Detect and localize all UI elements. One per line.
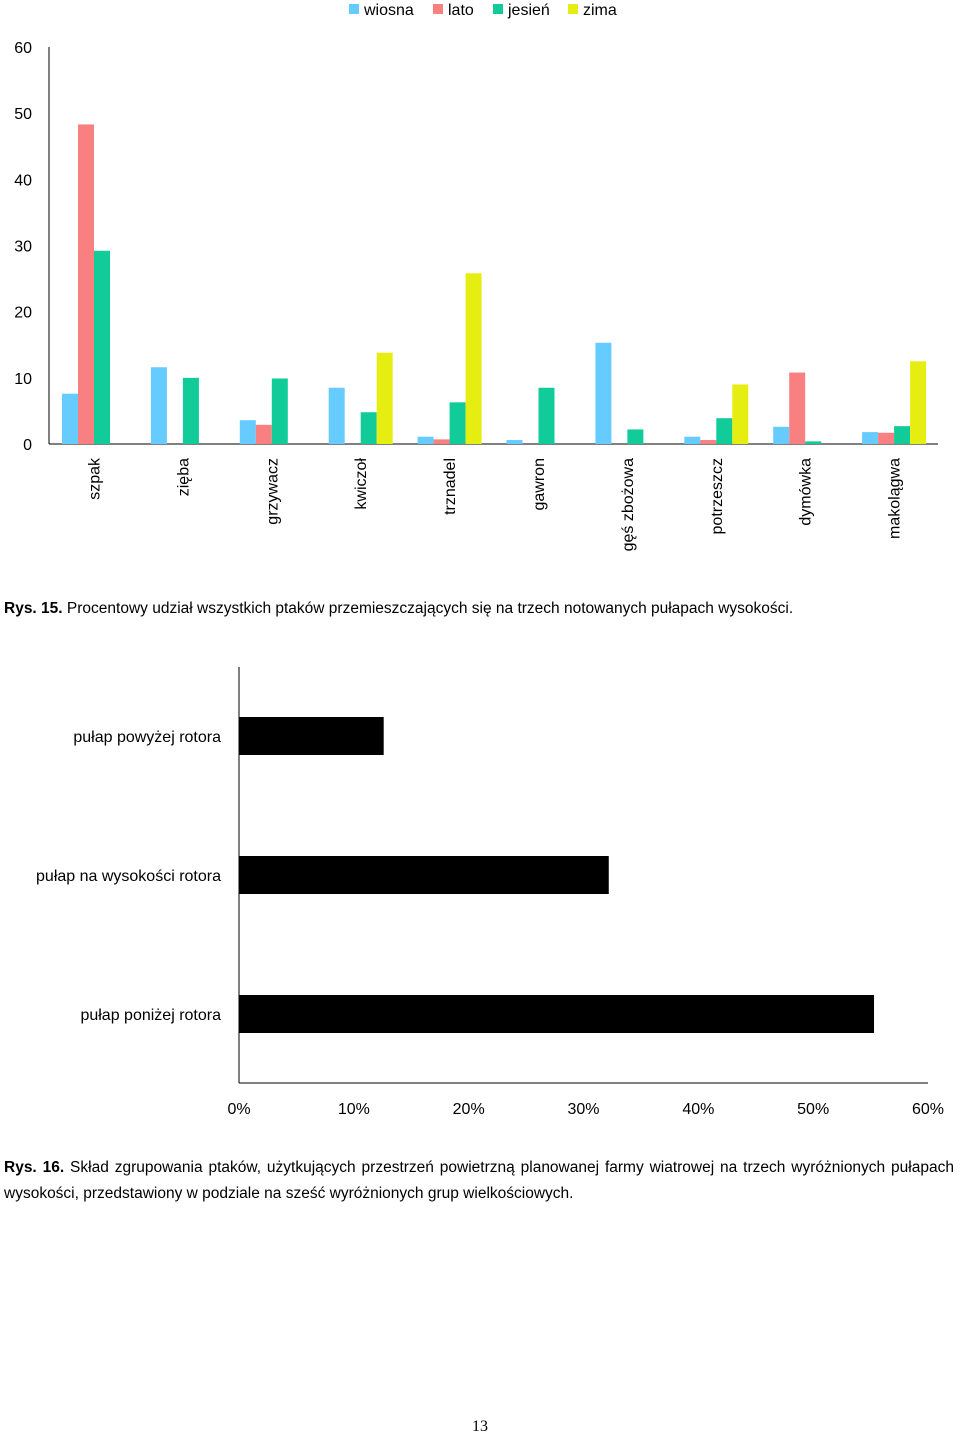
- legend-label-lato: lato: [448, 2, 474, 19]
- bar-zima: [910, 361, 927, 444]
- x-tick-label: 10%: [338, 1101, 370, 1118]
- y-tick-label: 10: [14, 371, 32, 388]
- bar-lato: [255, 424, 272, 444]
- bar-wiosna: [773, 426, 790, 444]
- x-category-label: zięba: [175, 458, 192, 496]
- bar-jesień: [449, 402, 466, 444]
- bar-jesień: [360, 412, 377, 444]
- bar-jesień: [627, 429, 644, 444]
- x-tick-label: 50%: [797, 1101, 829, 1118]
- category-label: pułap na wysokości rotora: [36, 868, 221, 885]
- bar-zima: [465, 273, 482, 444]
- x-tick-label: 20%: [453, 1101, 485, 1118]
- bar-jesień: [182, 377, 199, 444]
- bar-wiosna: [62, 393, 78, 444]
- figure-15-label: Rys. 15.: [4, 600, 63, 617]
- x-category-label: dymówka: [798, 458, 815, 526]
- bar-jesień: [271, 378, 288, 444]
- bar-jesień: [805, 441, 822, 444]
- bar-jesień: [894, 426, 911, 444]
- y-tick-label: 50: [14, 106, 32, 123]
- bar-altitude: [239, 856, 609, 894]
- figure-15-caption: Rys. 15. Procentowy udział wszystkich pt…: [4, 596, 954, 622]
- bar-lato: [78, 124, 94, 444]
- category-label: pułap powyżej rotora: [73, 729, 221, 746]
- legend-label-zima: zima: [583, 2, 617, 19]
- category-label: pułap poniżej rotora: [80, 1007, 221, 1024]
- altitude-share-bar-chart: pułap powyżej rotora pułap na wysokości r…: [36, 667, 944, 1118]
- x-tick-label: 0%: [227, 1101, 250, 1118]
- bar-wiosna: [595, 342, 612, 444]
- figure-16-text: Skład zgrupowania ptaków, użytkujących p…: [4, 1159, 954, 1202]
- x-category-label: grzywacz: [264, 458, 281, 525]
- bar-lato: [700, 440, 717, 444]
- x-category-label: szpak: [86, 457, 103, 500]
- y-tick-label: 20: [14, 305, 32, 322]
- bar-jesień: [538, 387, 555, 444]
- y-tick-label: 0: [23, 437, 32, 454]
- bar-wiosna: [684, 436, 701, 444]
- bar-zima: [732, 384, 749, 444]
- bar-jesień: [94, 250, 110, 444]
- x-category-label: gawron: [531, 458, 548, 510]
- figure-16-label: Rys. 16.: [4, 1159, 65, 1176]
- x-tick-label: 40%: [682, 1101, 714, 1118]
- bar-altitude: [239, 995, 875, 1033]
- figure-16-caption: Rys. 16. Skład zgrupowania ptaków, użytk…: [4, 1155, 954, 1207]
- legend-swatch-wiosna: [349, 4, 359, 14]
- bar-wiosna: [417, 436, 434, 444]
- x-category-label: potrzeszcz: [709, 458, 726, 534]
- bar-lato: [433, 439, 450, 444]
- page-number: 13: [472, 1418, 488, 1435]
- legend-label-jesień: jesień: [507, 2, 550, 19]
- bar-wiosna: [150, 367, 167, 444]
- bar-altitude: [239, 717, 384, 755]
- bar-wiosna: [862, 432, 879, 444]
- bar-wiosna: [239, 420, 256, 444]
- figure-15-text: Procentowy udział wszystkich ptaków prze…: [62, 600, 794, 617]
- bar-wiosna: [506, 440, 523, 444]
- y-tick-label: 30: [14, 239, 32, 256]
- y-tick-label: 40: [14, 172, 32, 189]
- legend-swatch-lato: [433, 4, 443, 14]
- x-category-label: gęś zbożowa: [620, 458, 637, 551]
- species-season-bar-chart: wiosna lato jesień zima 0 10 20 30 40 50 60 szpak zi…: [14, 2, 938, 551]
- legend-swatch-zima: [568, 4, 578, 14]
- x-category-label: makolągwa: [887, 458, 904, 539]
- x-category-label: trznadel: [442, 458, 459, 515]
- bar-zima: [376, 352, 393, 444]
- bar-wiosna: [328, 387, 345, 444]
- x-category-label: kwiczoł: [353, 458, 370, 510]
- legend-label-wiosna: wiosna: [363, 2, 414, 19]
- legend-swatch-jesień: [493, 4, 503, 14]
- y-tick-label: 60: [14, 40, 32, 57]
- bar-lato: [878, 432, 895, 444]
- x-tick-label: 30%: [567, 1101, 599, 1118]
- x-tick-label: 60%: [912, 1101, 944, 1118]
- bar-jesień: [716, 418, 733, 444]
- bar-lato: [789, 372, 806, 444]
